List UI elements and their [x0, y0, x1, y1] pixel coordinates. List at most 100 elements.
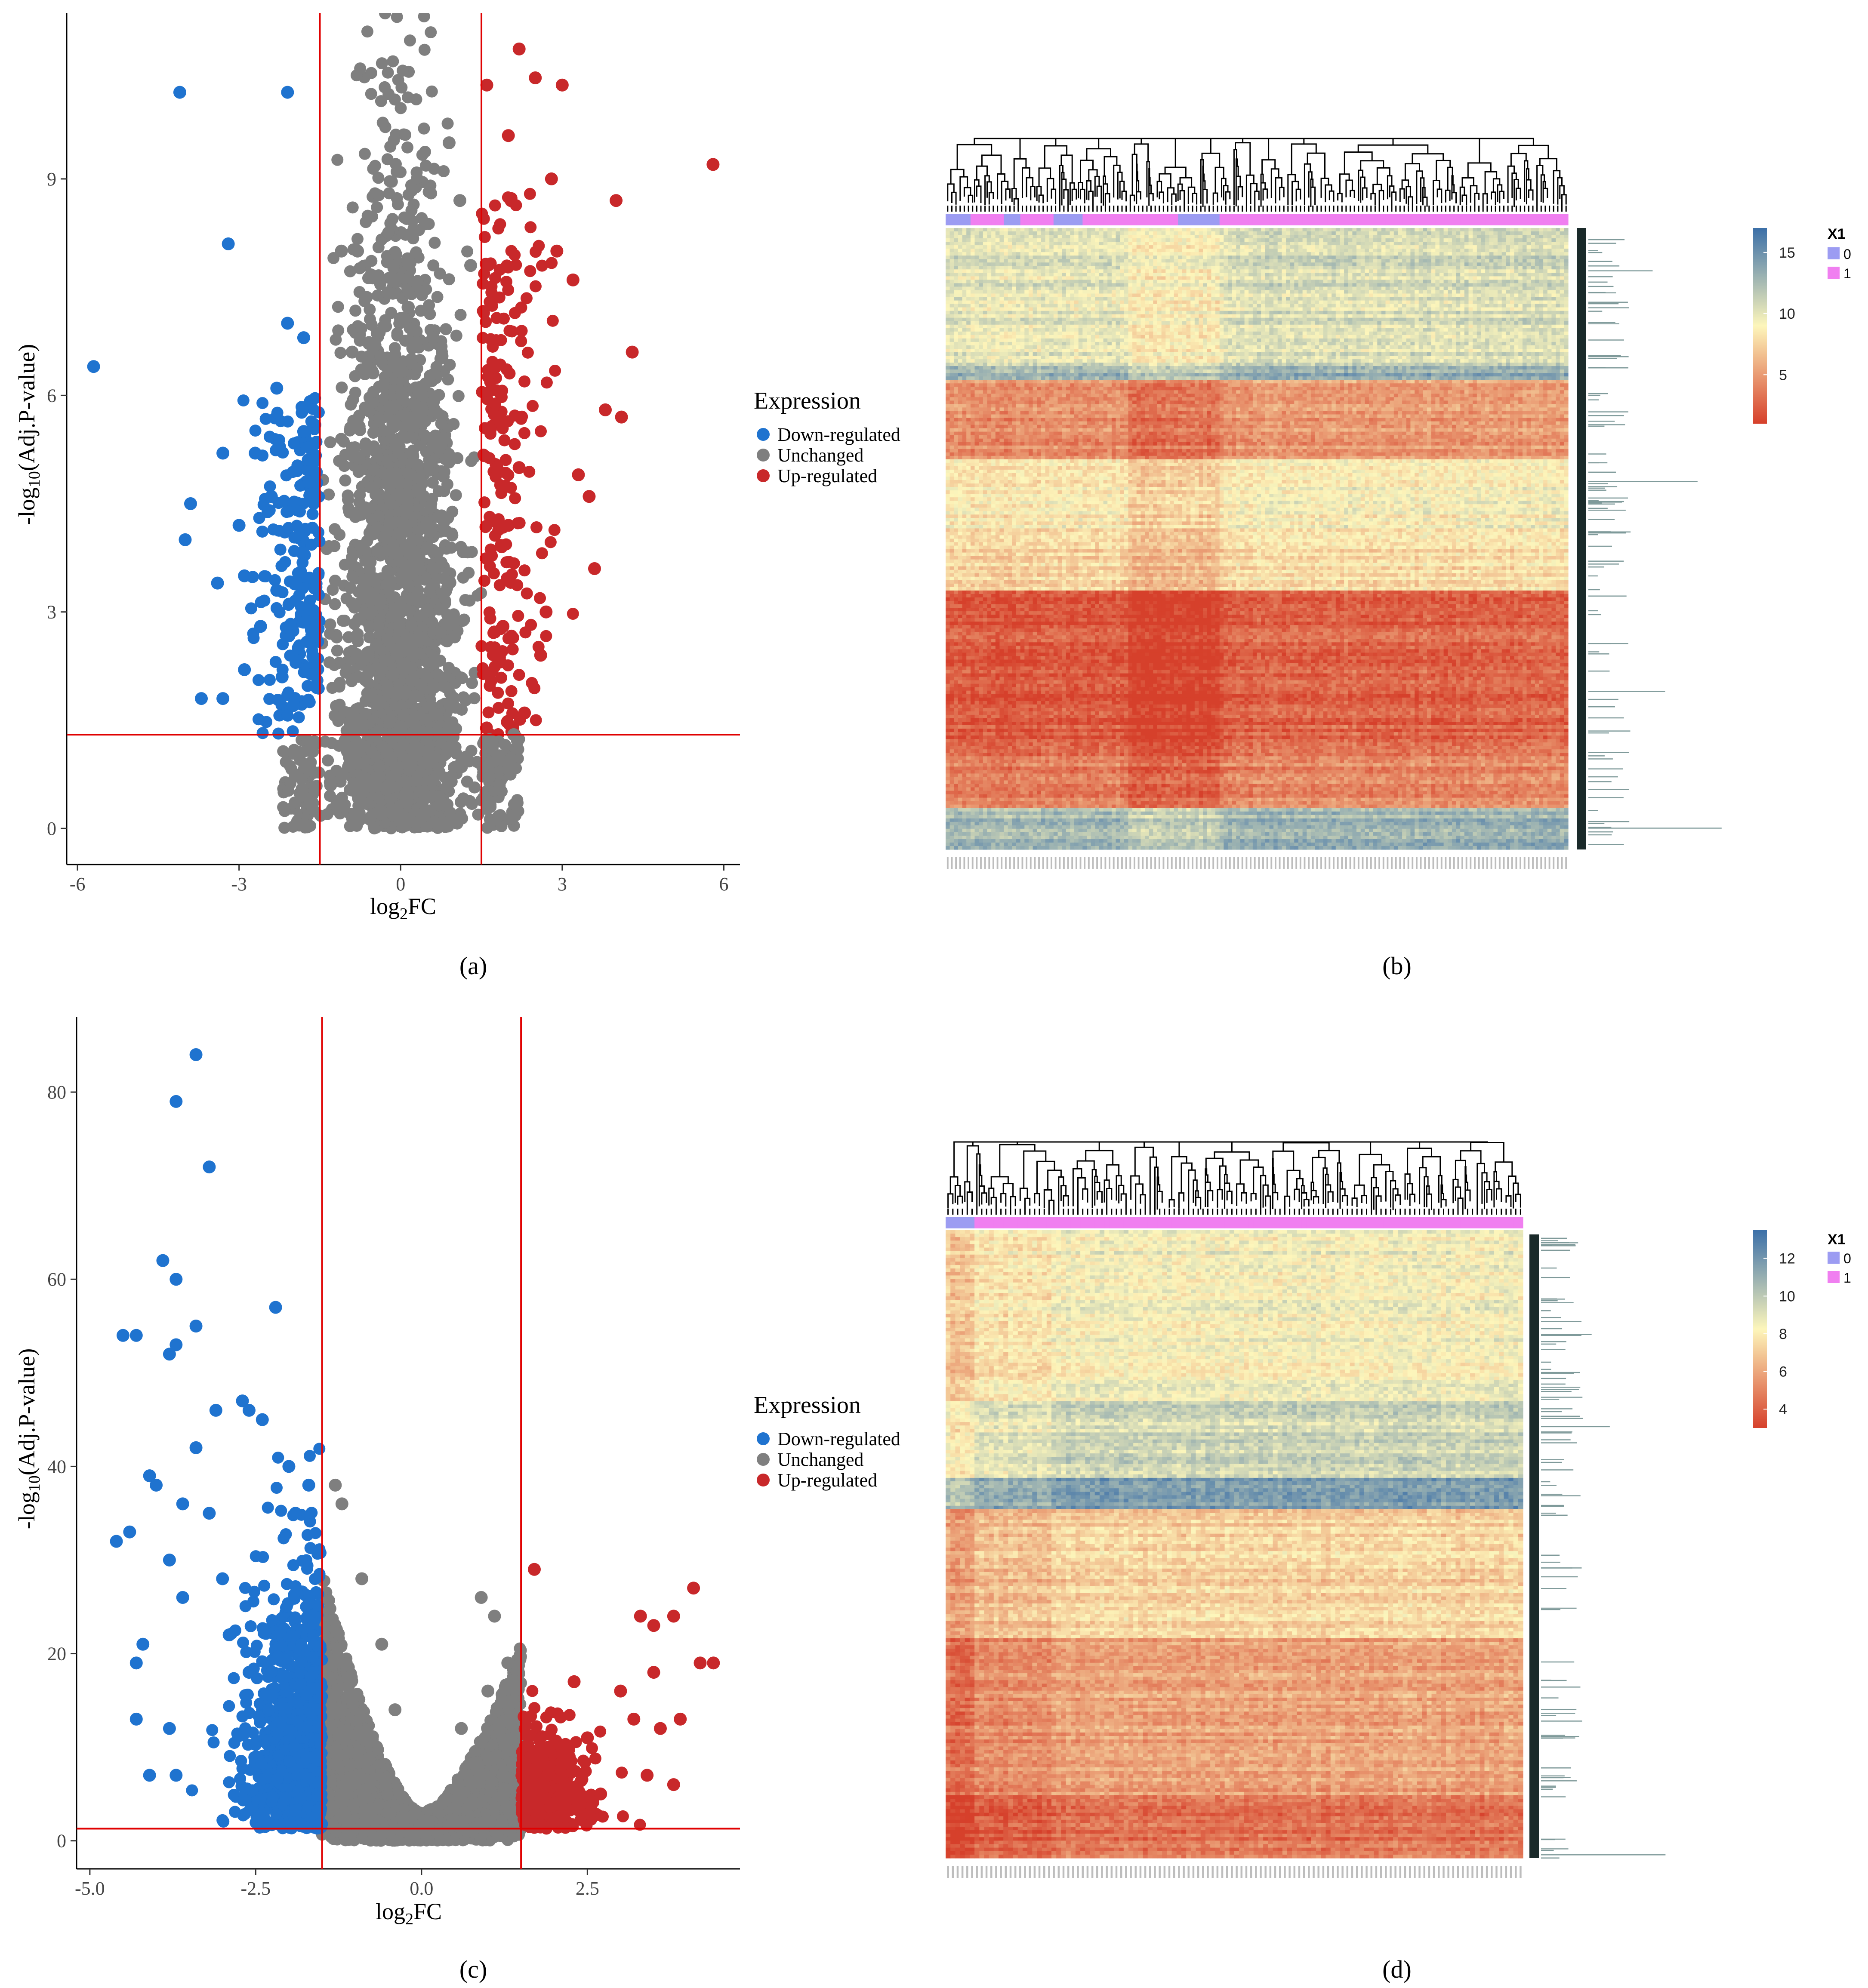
point-down-regulated — [216, 1572, 229, 1585]
point-up-regulated — [541, 1769, 554, 1782]
legend-swatch-unchanged — [757, 449, 770, 462]
colorbar-gradient — [1753, 228, 1767, 424]
point-down-regulated — [143, 1769, 156, 1782]
point-unchanged — [388, 1703, 401, 1716]
point-up-regulated — [481, 79, 493, 92]
point-down-regulated — [110, 1535, 123, 1548]
group-annotation-bar — [946, 214, 1569, 225]
y-axis-label: -log10(Adj.P-value) — [14, 1348, 43, 1529]
point-down-regulated — [238, 569, 251, 582]
point-down-regulated — [130, 1656, 143, 1669]
point-down-regulated — [223, 1628, 236, 1641]
y-tick-label: 80 — [47, 1082, 66, 1103]
row-labels — [1588, 239, 1722, 845]
legend-a: Expression Down-regulated Unchanged Up-r… — [754, 388, 900, 486]
point-up-regulated — [539, 606, 552, 619]
point-up-regulated — [615, 411, 628, 424]
column-labels — [947, 1866, 1521, 1878]
point-up-regulated — [634, 1610, 647, 1623]
point-up-regulated — [513, 43, 526, 55]
column-dendrogram — [948, 138, 1566, 212]
point-up-regulated — [626, 346, 639, 359]
annotation-swatch-1 — [1828, 1271, 1840, 1283]
point-down-regulated — [282, 1460, 295, 1473]
point-unchanged — [475, 1591, 488, 1604]
row-dendrogram-strip — [1577, 228, 1586, 849]
point-up-regulated — [588, 562, 601, 575]
group-annotation-bar — [946, 1217, 1523, 1228]
y-axis-label: -log10(Adj.P-value) — [14, 344, 43, 525]
point-down-regulated — [238, 663, 251, 676]
point-down-regulated — [297, 425, 310, 438]
point-unchanged — [486, 735, 499, 748]
point-up-regulated — [496, 620, 509, 633]
y-tick-label: 0 — [57, 1831, 66, 1852]
colorbar-tick-label: 4 — [1779, 1401, 1787, 1418]
point-up-regulated — [654, 1722, 667, 1735]
legend-item-down: Down-regulated — [777, 424, 900, 445]
point-down-regulated — [211, 577, 224, 590]
point-down-regulated — [302, 1479, 315, 1492]
point-up-regulated — [561, 1750, 574, 1763]
point-down-regulated — [249, 447, 262, 460]
colorbar-gradient — [1753, 1230, 1767, 1428]
legend-swatch-up — [757, 1474, 770, 1486]
x-ticks: -6 -3 0 3 6 — [70, 865, 729, 895]
x-tick-label: 0 — [396, 874, 405, 895]
annotation-swatch-1 — [1828, 267, 1840, 279]
point-down-regulated — [163, 1554, 176, 1566]
point-down-regulated — [289, 1507, 302, 1520]
x-tick-label: 6 — [719, 874, 728, 895]
point-down-regulated — [254, 620, 267, 633]
point-down-regulated — [287, 699, 299, 712]
point-up-regulated — [706, 158, 719, 171]
annotation-swatch-0 — [1828, 247, 1840, 259]
point-down-regulated — [195, 692, 208, 705]
point-up-regulated — [674, 1713, 687, 1726]
x-ticks: -5.0 -2.5 0.0 2.5 — [75, 1869, 599, 1899]
point-down-regulated — [176, 1591, 189, 1604]
point-unchanged — [329, 1479, 342, 1492]
point-down-regulated — [210, 1404, 222, 1417]
point-unchanged — [453, 194, 466, 207]
panel-label-d: (d) — [1382, 1955, 1412, 1983]
point-up-regulated — [627, 1713, 640, 1726]
annotation-level-0: 0 — [1843, 246, 1851, 262]
point-down-regulated — [123, 1526, 136, 1539]
point-up-regulated — [556, 79, 569, 92]
legend-title: Expression — [754, 1392, 861, 1419]
point-down-regulated — [262, 1703, 275, 1716]
point-unchanged — [346, 346, 359, 359]
y-tick-label: 60 — [47, 1269, 66, 1290]
legend-item-unchanged: Unchanged — [777, 1449, 863, 1470]
point-down-regulated — [302, 476, 315, 489]
colorbar-tick-label: 10 — [1779, 1288, 1795, 1305]
point-down-regulated — [179, 533, 191, 546]
x-tick-label: 0.0 — [410, 1878, 433, 1899]
legend-item-unchanged: Unchanged — [777, 445, 863, 466]
point-down-regulated — [269, 1301, 282, 1314]
legend-swatch-down — [757, 1432, 770, 1445]
point-up-regulated — [687, 1582, 700, 1594]
x-axis-label: log2FC — [376, 1899, 442, 1928]
point-up-regulated — [568, 1675, 581, 1688]
point-down-regulated — [170, 1273, 182, 1286]
point-down-regulated — [130, 1713, 143, 1726]
annotation-legend-b: X1 0 1 — [1828, 226, 1851, 281]
point-cloud — [186, 1443, 646, 1846]
point-up-regulated — [581, 1731, 594, 1744]
point-unchanged — [324, 779, 337, 791]
point-up-regulated — [502, 129, 515, 142]
point-up-regulated — [614, 1685, 627, 1698]
point-unchanged — [488, 1610, 501, 1623]
point-unchanged — [375, 1638, 388, 1651]
colorbar-tick-label: 15 — [1779, 245, 1795, 261]
